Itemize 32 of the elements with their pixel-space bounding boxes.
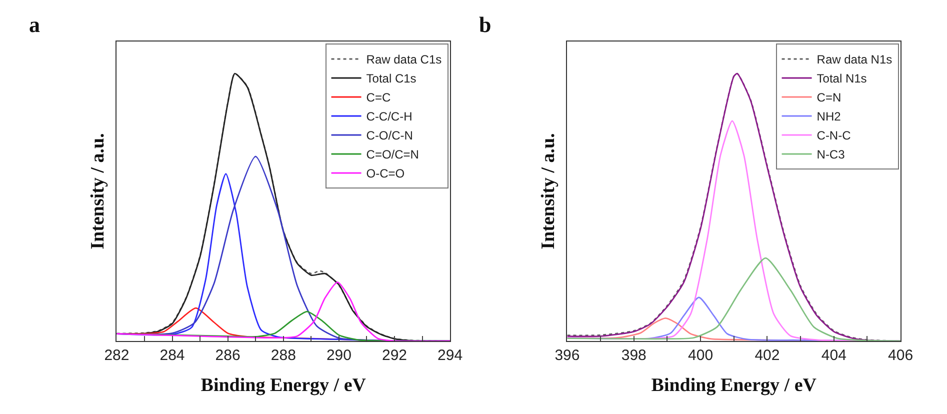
legend-label: C-O/C-N (366, 128, 413, 143)
legend-label: Raw data N1s (816, 52, 892, 67)
legend-label: Total C1s (366, 72, 416, 86)
legend-label: C=O/C=N (366, 148, 419, 162)
legend-label: N-C3 (816, 148, 846, 162)
x-tick-label: 396 (554, 347, 580, 364)
x-tick-label: 402 (754, 347, 780, 364)
legend-label: O-C=O (366, 166, 405, 181)
y-axis-title: Intensity / a.u. (87, 133, 108, 250)
x-tick-label: 284 (160, 347, 185, 364)
x-tick-label: 288 (270, 347, 296, 364)
x-tick-label: 292 (382, 347, 408, 364)
x-axis-title: Binding Energy / eV (200, 374, 366, 396)
legend-label: NH2 (816, 110, 842, 124)
x-axis-title: Binding Energy / eV (651, 374, 817, 396)
x-tick-label: 290 (326, 347, 352, 364)
legend-label: Total N1s (816, 72, 867, 86)
x-tick-label: 406 (888, 347, 914, 364)
chart-title: b (479, 12, 492, 37)
x-tick-label: 400 (688, 347, 714, 364)
legend-label: C-N-C (816, 128, 852, 143)
legend-label: Raw data C1s (366, 52, 442, 67)
chart-title: a (29, 12, 40, 37)
x-tick-label: 294 (438, 347, 463, 364)
x-tick-label: 282 (104, 347, 130, 364)
x-tick-label: 404 (821, 347, 846, 364)
legend-label: C=N (816, 90, 842, 105)
legend-label: C=C (366, 90, 391, 105)
x-tick-label: 286 (215, 347, 240, 364)
x-tick-label: 398 (621, 347, 646, 364)
y-axis-title: Intensity / a.u. (538, 133, 559, 250)
legend-label: C-C/C-H (366, 110, 412, 124)
